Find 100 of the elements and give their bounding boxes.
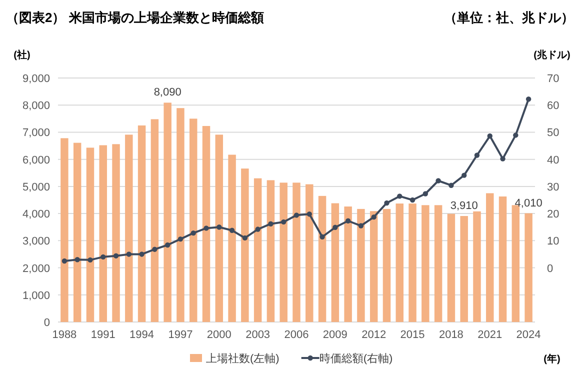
point — [126, 252, 132, 257]
x-tick-label: 2015 — [400, 329, 425, 341]
y-tick-label: 3,000 — [22, 236, 50, 248]
bar — [266, 180, 275, 322]
x-tick-label: 2003 — [246, 329, 270, 341]
y-axis-title: (社) — [14, 49, 30, 61]
data-label: 4,010 — [514, 197, 542, 210]
bar — [422, 205, 430, 322]
data-label: 8,090 — [154, 86, 182, 99]
bar — [408, 204, 416, 322]
y-tick-label: 1,000 — [22, 290, 50, 302]
y-tick-label: 9,000 — [22, 73, 50, 85]
x-tick-label: 1988 — [52, 329, 77, 341]
point — [332, 224, 338, 230]
bar — [254, 178, 262, 322]
x-tick-label: 2018 — [438, 329, 464, 341]
bar — [150, 119, 159, 322]
x-tick-label: 2021 — [478, 329, 502, 341]
y-tick-label: 2,000 — [22, 262, 50, 275]
bar — [125, 134, 133, 322]
bar — [60, 138, 68, 322]
bar — [524, 213, 532, 322]
point — [526, 96, 532, 102]
bar — [215, 134, 224, 322]
bar — [176, 108, 184, 322]
y2-tick-label: 30 — [547, 181, 560, 194]
bar — [318, 196, 326, 322]
legend-label: 時価総額(右軸) — [319, 352, 393, 365]
point — [422, 191, 428, 196]
bar — [112, 144, 120, 322]
bar — [331, 203, 340, 322]
point — [113, 253, 119, 258]
point — [487, 133, 492, 139]
legend-label: 上場社数(左軸) — [206, 352, 280, 365]
bar — [473, 211, 481, 322]
y2-axis-title: (兆ドル) — [534, 49, 570, 61]
y2-tick-label: 60 — [547, 100, 560, 112]
chart-subtitle: （単位：社、兆ドル） — [444, 10, 574, 25]
bar — [486, 193, 494, 322]
y2-tick-label: 70 — [547, 73, 560, 85]
point — [100, 254, 106, 260]
point — [448, 182, 454, 188]
point — [294, 212, 300, 218]
bar — [357, 208, 365, 322]
x-tick-label: 2009 — [322, 329, 348, 341]
point — [306, 212, 312, 217]
point — [242, 235, 248, 241]
y2-tick-label: 20 — [547, 208, 560, 221]
point — [474, 152, 480, 158]
y2-tick-label: 0 — [547, 262, 554, 275]
bar — [86, 148, 94, 322]
x-tick-label: 2024 — [516, 329, 541, 341]
x-tick-label: 1994 — [130, 329, 154, 341]
point — [371, 214, 376, 220]
point — [152, 246, 158, 252]
point — [281, 219, 286, 225]
point — [216, 224, 222, 230]
bar — [460, 216, 468, 322]
point — [461, 172, 467, 178]
point — [397, 194, 402, 199]
y2-tick-label: 10 — [547, 236, 560, 248]
bar — [202, 126, 210, 322]
bar — [280, 182, 288, 322]
point — [74, 257, 80, 262]
point — [139, 252, 144, 257]
bar — [99, 145, 107, 322]
x-tick-label: 1997 — [168, 329, 193, 341]
point — [268, 221, 274, 226]
bar — [370, 211, 378, 322]
bar — [189, 118, 198, 322]
point — [358, 223, 364, 228]
point — [204, 226, 209, 231]
x-axis-title: (年) — [544, 353, 560, 365]
bar — [241, 168, 249, 322]
point — [384, 200, 390, 206]
x-tick-label: 1991 — [90, 329, 116, 341]
bar — [382, 208, 391, 322]
bar — [396, 204, 404, 322]
point — [513, 132, 518, 138]
y-tick-label: 4,000 — [22, 208, 50, 221]
point — [190, 230, 196, 236]
bar — [228, 154, 236, 322]
data-label: 3,910 — [450, 200, 478, 212]
bar — [447, 214, 456, 322]
point — [500, 156, 506, 162]
bar — [292, 182, 300, 322]
point — [164, 242, 170, 248]
chart-title: （図表2） 米国市場の上場企業数と時価総額 — [6, 10, 264, 25]
bar — [164, 102, 172, 322]
y-tick-label: 5,000 — [22, 181, 50, 194]
y2-tick-label: 50 — [547, 127, 560, 140]
y-tick-label: 0 — [44, 317, 50, 329]
x-tick-label: 2012 — [362, 329, 386, 341]
point — [255, 226, 260, 232]
bar — [344, 206, 352, 322]
point — [62, 258, 68, 264]
bar — [73, 142, 82, 322]
point — [320, 234, 325, 240]
y-tick-label: 6,000 — [22, 154, 50, 166]
y2-tick-label: 40 — [547, 154, 560, 166]
